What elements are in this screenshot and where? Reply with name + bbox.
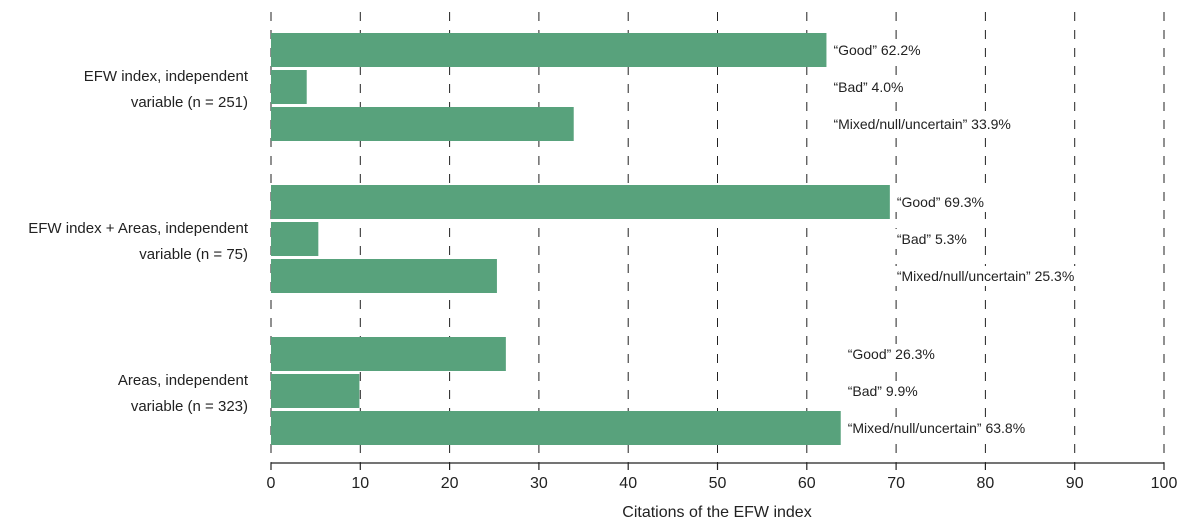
x-tick-label: 50 <box>709 475 727 492</box>
group-label-line: Areas, independent <box>118 372 249 389</box>
bar-label: “Good” 62.2% <box>833 42 920 58</box>
bar-label-background <box>892 229 971 249</box>
bar-2-good <box>271 185 890 219</box>
gridlines <box>270 12 1165 463</box>
bar-labels: “Good” 62.2% “Bad” 4.0% “Mixed/null/uncert… <box>829 40 1079 438</box>
bar-1-mixed-null-uncertain <box>271 107 574 141</box>
x-axis-title: Citations of the EFW index <box>622 504 811 521</box>
bar-label: “Mixed/null/uncertain” 33.9% <box>833 116 1010 132</box>
bar-label-background <box>892 192 989 212</box>
group-label-line: variable (n = 323) <box>131 398 248 415</box>
x-tick-label: 60 <box>798 475 816 492</box>
bar-label-background <box>892 266 1079 286</box>
x-tick-label: 0 <box>267 475 276 492</box>
bar-3-bad <box>271 374 360 408</box>
bar-label-background <box>843 344 939 364</box>
group-label-line: variable (n = 251) <box>131 94 248 111</box>
bar-3-good <box>271 337 506 371</box>
bar-label: “Good” 69.3% <box>897 194 984 210</box>
x-tick-label: 80 <box>977 475 995 492</box>
x-tick-label: 30 <box>530 475 548 492</box>
bar-2-mixed-null-uncertain <box>271 259 497 293</box>
group-label-line: variable (n = 75) <box>139 246 248 263</box>
bar-label: “Mixed/null/uncertain” 25.3% <box>897 268 1074 284</box>
x-tick-label: 70 <box>887 475 905 492</box>
bar-2-bad <box>271 222 319 256</box>
group-labels: EFW index, independent variable (n = 251)… <box>28 68 249 415</box>
bar-label-background <box>843 418 1030 438</box>
bar-label-background <box>829 114 1015 134</box>
bar-1-good <box>271 33 827 67</box>
bar-label: “Mixed/null/uncertain” 63.8% <box>848 420 1025 436</box>
bar-label-background <box>829 40 925 60</box>
group-label-line: EFW index, independent <box>84 68 249 85</box>
bar-label: “Good” 26.3% <box>848 346 935 362</box>
x-tick-label: 10 <box>351 475 369 492</box>
bar-label-background <box>829 77 908 97</box>
x-tick-label: 40 <box>619 475 637 492</box>
bar-1-bad <box>271 70 307 104</box>
x-axis: 0 10 20 30 40 50 60 70 80 90 100 <box>267 462 1178 492</box>
x-tick-label: 100 <box>1151 475 1178 492</box>
group-label-line: EFW index + Areas, independent <box>28 220 249 237</box>
bars <box>271 33 890 445</box>
x-tick-label: 20 <box>441 475 459 492</box>
x-tick-label: 90 <box>1066 475 1084 492</box>
bar-label: “Bad” 4.0% <box>833 79 903 95</box>
bar-label: “Bad” 5.3% <box>897 231 967 247</box>
bar-label-background <box>843 381 922 401</box>
bar-3-mixed-null-uncertain <box>271 411 841 445</box>
bar-label: “Bad” 9.9% <box>848 383 918 399</box>
